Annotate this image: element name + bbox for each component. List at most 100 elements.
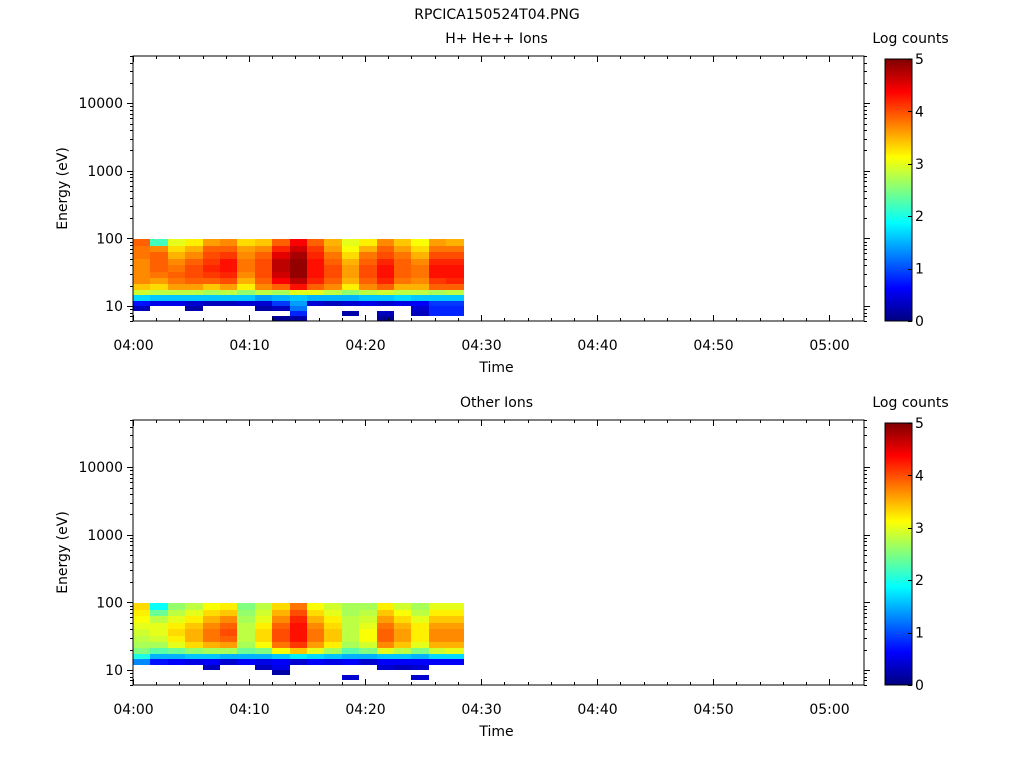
heatmap-cell [133, 239, 150, 246]
panel-title: H+ He++ Ions [445, 31, 548, 47]
heatmap-cell [133, 610, 150, 616]
heatmap-cell [203, 246, 220, 252]
heatmap-cell [446, 629, 464, 636]
heatmap-cell [150, 239, 168, 246]
heatmap-cell [359, 295, 377, 301]
x-tick-label: 05:00 [809, 338, 849, 354]
heatmap-cell [394, 290, 411, 295]
heatmap-cell [272, 636, 290, 642]
heatmap-cell [394, 259, 411, 265]
heatmap-cell [411, 659, 429, 665]
colorbar-tick-label: 5 [915, 416, 924, 432]
heatmap-cell [133, 272, 150, 278]
heatmap-cell [203, 610, 220, 616]
x-tick-label: 04:00 [113, 338, 153, 354]
x-tick-label: 04:20 [345, 338, 385, 354]
heatmap-cell [429, 252, 446, 259]
heatmap-cell [377, 610, 394, 616]
heatmap-cell [203, 603, 220, 610]
heatmap-cell [377, 295, 394, 301]
heatmap-cell [237, 295, 255, 301]
colorbar-tick-label: 3 [915, 521, 924, 537]
heatmap-cell [377, 265, 394, 272]
heatmap-cell [411, 642, 429, 648]
heatmap-cell [168, 616, 185, 623]
heatmap-cell [185, 239, 203, 246]
heatmap-cell [185, 623, 203, 629]
heatmap-cell [446, 610, 464, 616]
heatmap-cell [168, 272, 185, 278]
heatmap-cell [446, 265, 464, 272]
heatmap-cell [133, 284, 150, 290]
heatmap-cell [429, 239, 446, 246]
heatmap-cell [133, 290, 150, 295]
heatmap-cell [185, 246, 203, 252]
heatmap-cell [290, 246, 307, 252]
heatmap-cell [446, 603, 464, 610]
heatmap-cell [203, 629, 220, 636]
heatmap-cell [290, 259, 307, 265]
heatmap-cell [324, 290, 342, 295]
heatmap-cell [342, 623, 359, 629]
heatmap-cell [203, 290, 220, 295]
heatmap-cell [133, 301, 150, 306]
heatmap-cell [255, 278, 272, 284]
x-tick-label: 04:30 [461, 338, 501, 354]
heatmap-cell [255, 642, 272, 648]
heatmap-cell [324, 278, 342, 284]
heatmap-cell [237, 659, 255, 665]
heatmap-cell [168, 239, 185, 246]
heatmap-cell [272, 623, 290, 629]
heatmap-cell [168, 252, 185, 259]
heatmap-cell [394, 616, 411, 623]
heatmap-cell [255, 665, 272, 670]
heatmap-cell [290, 284, 307, 290]
heatmap-cell [168, 301, 185, 306]
heatmap-cell [220, 659, 237, 665]
heatmap-cell [307, 239, 324, 246]
heatmap-cell [168, 246, 185, 252]
heatmap-cell [150, 629, 168, 636]
colorbar-tick-label: 0 [915, 314, 924, 330]
heatmap-cell [185, 648, 203, 654]
heatmap-cell [168, 290, 185, 295]
heatmap-cell [359, 252, 377, 259]
heatmap-cell [220, 265, 237, 272]
heatmap-cell [342, 675, 359, 680]
colorbar [884, 58, 913, 322]
heatmap-cell [290, 301, 307, 306]
heatmap-cell [394, 265, 411, 272]
heatmap-cell [150, 301, 168, 306]
heatmap-cell [429, 306, 446, 311]
heatmap-cell [168, 265, 185, 272]
heatmap-cell [290, 252, 307, 259]
heatmap-cell [411, 295, 429, 301]
heatmap-cell [220, 252, 237, 259]
heatmap-cell [272, 665, 290, 670]
heatmap-cell [446, 290, 464, 295]
heatmap-cell [411, 301, 429, 306]
heatmap-cell [220, 278, 237, 284]
heatmap-cell [185, 252, 203, 259]
heatmap-cell [377, 636, 394, 642]
heatmap-cell [324, 301, 342, 306]
heatmap-cell [272, 301, 290, 306]
heatmap-cell [307, 659, 324, 665]
heatmap-cell [272, 642, 290, 648]
x-tick-label: 04:50 [693, 338, 733, 354]
heatmap-cell [133, 252, 150, 259]
heatmap-cell [237, 301, 255, 306]
colorbar-tick-label: 2 [915, 209, 924, 225]
heatmap-cell [411, 654, 429, 659]
heatmap-cell [255, 654, 272, 659]
plot-frame [132, 419, 865, 686]
heatmap-cell [255, 284, 272, 290]
heatmap-cell [411, 665, 429, 670]
heatmap-cell [446, 623, 464, 629]
y-tick-label: 10 [105, 663, 123, 679]
x-axis-label: Time [478, 360, 513, 376]
heatmap-cell [429, 659, 446, 665]
heatmap-cell [342, 311, 359, 316]
heatmap-cell [324, 659, 342, 665]
heatmap-cell [394, 648, 411, 654]
